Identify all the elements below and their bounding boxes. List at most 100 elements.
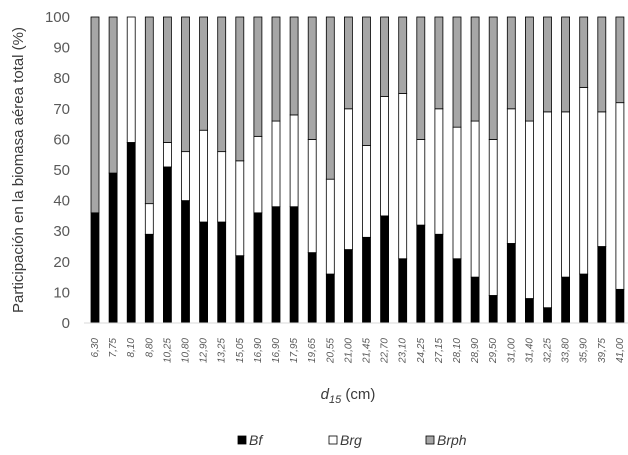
bar-segment-brg bbox=[325, 178, 335, 275]
bar-segment-brph bbox=[434, 16, 444, 110]
bar-segment-brph bbox=[325, 16, 335, 180]
bar-segment-brg bbox=[126, 16, 136, 143]
bar-segment-brph bbox=[307, 16, 317, 140]
bar-segment-bf bbox=[162, 166, 172, 324]
bar-segment-bf bbox=[253, 212, 263, 324]
bar-segment-bf bbox=[561, 276, 570, 324]
x-tick-label: 41,00 bbox=[615, 338, 626, 363]
y-tick-label: 60 bbox=[53, 131, 70, 148]
bar-segment-brg bbox=[235, 160, 245, 257]
x-tick-label: 35,90 bbox=[579, 338, 590, 363]
bar-segment-brg bbox=[380, 96, 390, 217]
x-tick-label: 28,90 bbox=[470, 338, 481, 364]
bar-segment-bf bbox=[144, 233, 154, 324]
legend: Bf Brg Brph bbox=[237, 432, 467, 448]
x-tick-label: 22,70 bbox=[380, 338, 391, 364]
x-tick-label: 20,55 bbox=[325, 338, 336, 364]
x-tick-label: 24,25 bbox=[416, 338, 427, 364]
y-tick-label: 20 bbox=[53, 254, 70, 271]
bar-segment-brg bbox=[434, 108, 444, 235]
bar-segment-brph bbox=[561, 16, 570, 113]
bar-segment-bf bbox=[289, 206, 299, 324]
bar-segment-brph bbox=[90, 16, 100, 214]
legend-swatch-brph bbox=[425, 435, 435, 445]
legend-label-bf: Bf bbox=[249, 432, 264, 448]
bar-segment-brph bbox=[108, 16, 118, 174]
y-tick-label: 30 bbox=[53, 223, 70, 240]
bar-segment-bf bbox=[235, 255, 245, 324]
x-axis-label-main: d bbox=[321, 386, 330, 403]
bar-segment-brg bbox=[362, 145, 371, 238]
legend-swatch-bf bbox=[237, 435, 247, 445]
bar-segment-bf bbox=[325, 273, 335, 324]
y-tick-label: 80 bbox=[53, 70, 70, 87]
bar-segment-brg bbox=[452, 126, 462, 260]
bar-segment-brg bbox=[343, 108, 353, 250]
x-tick-label: 8,80 bbox=[144, 338, 155, 358]
bar-segment-bf bbox=[615, 288, 625, 324]
bar-segment-brg bbox=[416, 138, 426, 226]
bar-segment-bf bbox=[217, 221, 227, 324]
bar-segment-bf bbox=[90, 212, 100, 324]
bar-segment-bf bbox=[362, 236, 371, 324]
bar-segment-brg bbox=[144, 203, 154, 235]
bar-segment-brg bbox=[597, 111, 607, 247]
bar-segment-brph bbox=[362, 16, 371, 146]
x-tick-label: 33,80 bbox=[561, 338, 572, 363]
bar-segment-brg bbox=[525, 120, 534, 299]
bar-segment-bf bbox=[343, 249, 353, 324]
bar-segment-brph bbox=[416, 16, 426, 140]
x-tick-label: 17,95 bbox=[289, 338, 300, 363]
bar-segment-brg bbox=[398, 93, 408, 260]
x-axis-label: d15 (cm) bbox=[321, 386, 376, 406]
y-tick-label: 10 bbox=[53, 284, 70, 301]
bar-segment-brph bbox=[144, 16, 154, 205]
bar-segment-brph bbox=[579, 16, 589, 88]
bar-segment-brg bbox=[615, 102, 625, 290]
bar-segment-brph bbox=[506, 16, 516, 110]
x-tick-label: 32,25 bbox=[543, 338, 554, 363]
bar-segment-bf bbox=[506, 243, 516, 324]
bar-segment-bf bbox=[416, 224, 426, 324]
bar-segment-brph bbox=[525, 16, 534, 122]
bar-segment-bf bbox=[470, 276, 480, 324]
bar-segment-brg bbox=[271, 120, 281, 208]
x-tick-label: 16,90 bbox=[271, 338, 282, 363]
y-tick-label: 90 bbox=[53, 40, 70, 57]
x-tick-label: 21,45 bbox=[362, 338, 373, 364]
x-tick-label: 12,90 bbox=[199, 338, 210, 363]
x-tick-label: 27,15 bbox=[434, 338, 445, 364]
bar-segment-brph bbox=[271, 16, 281, 122]
legend-label-brg: Brg bbox=[340, 432, 362, 448]
bar-segment-brg bbox=[289, 114, 299, 208]
bar-segment-brph bbox=[488, 16, 498, 140]
bar-segment-brph bbox=[615, 16, 625, 104]
bar-segment-brph bbox=[217, 16, 227, 153]
bar-segment-bf bbox=[452, 258, 462, 324]
bar-segment-brph bbox=[343, 16, 353, 110]
bar-segment-brph bbox=[162, 16, 172, 143]
bar-segment-brg bbox=[253, 135, 263, 214]
x-tick-label: 10,80 bbox=[181, 338, 192, 363]
y-tick-label: 100 bbox=[45, 9, 70, 26]
bar-segment-bf bbox=[398, 258, 408, 324]
bar-segment-bf bbox=[181, 200, 190, 324]
bar-segment-brph bbox=[597, 16, 607, 113]
x-tick-label: 21,00 bbox=[343, 338, 354, 364]
bar-segment-bf bbox=[307, 252, 317, 324]
x-tick-label: 13,25 bbox=[217, 338, 228, 363]
bar-segment-brg bbox=[181, 151, 190, 201]
bar-segment-brph bbox=[235, 16, 245, 162]
x-tick-label: 28,10 bbox=[452, 338, 463, 364]
bar-segment-bf bbox=[597, 246, 607, 324]
bar-segment-bf bbox=[543, 307, 552, 324]
bar-segment-bf bbox=[525, 298, 534, 324]
bar-segment-brph bbox=[380, 16, 390, 97]
bar-segment-brph bbox=[470, 16, 480, 122]
y-tick-label: 0 bbox=[62, 315, 70, 332]
y-axis: 0 10 20 30 40 50 60 70 80 90 100 bbox=[45, 9, 70, 332]
bar-segment-brg bbox=[307, 138, 317, 254]
bar-segment-brg bbox=[506, 108, 516, 244]
bar-segment-bf bbox=[108, 172, 118, 324]
